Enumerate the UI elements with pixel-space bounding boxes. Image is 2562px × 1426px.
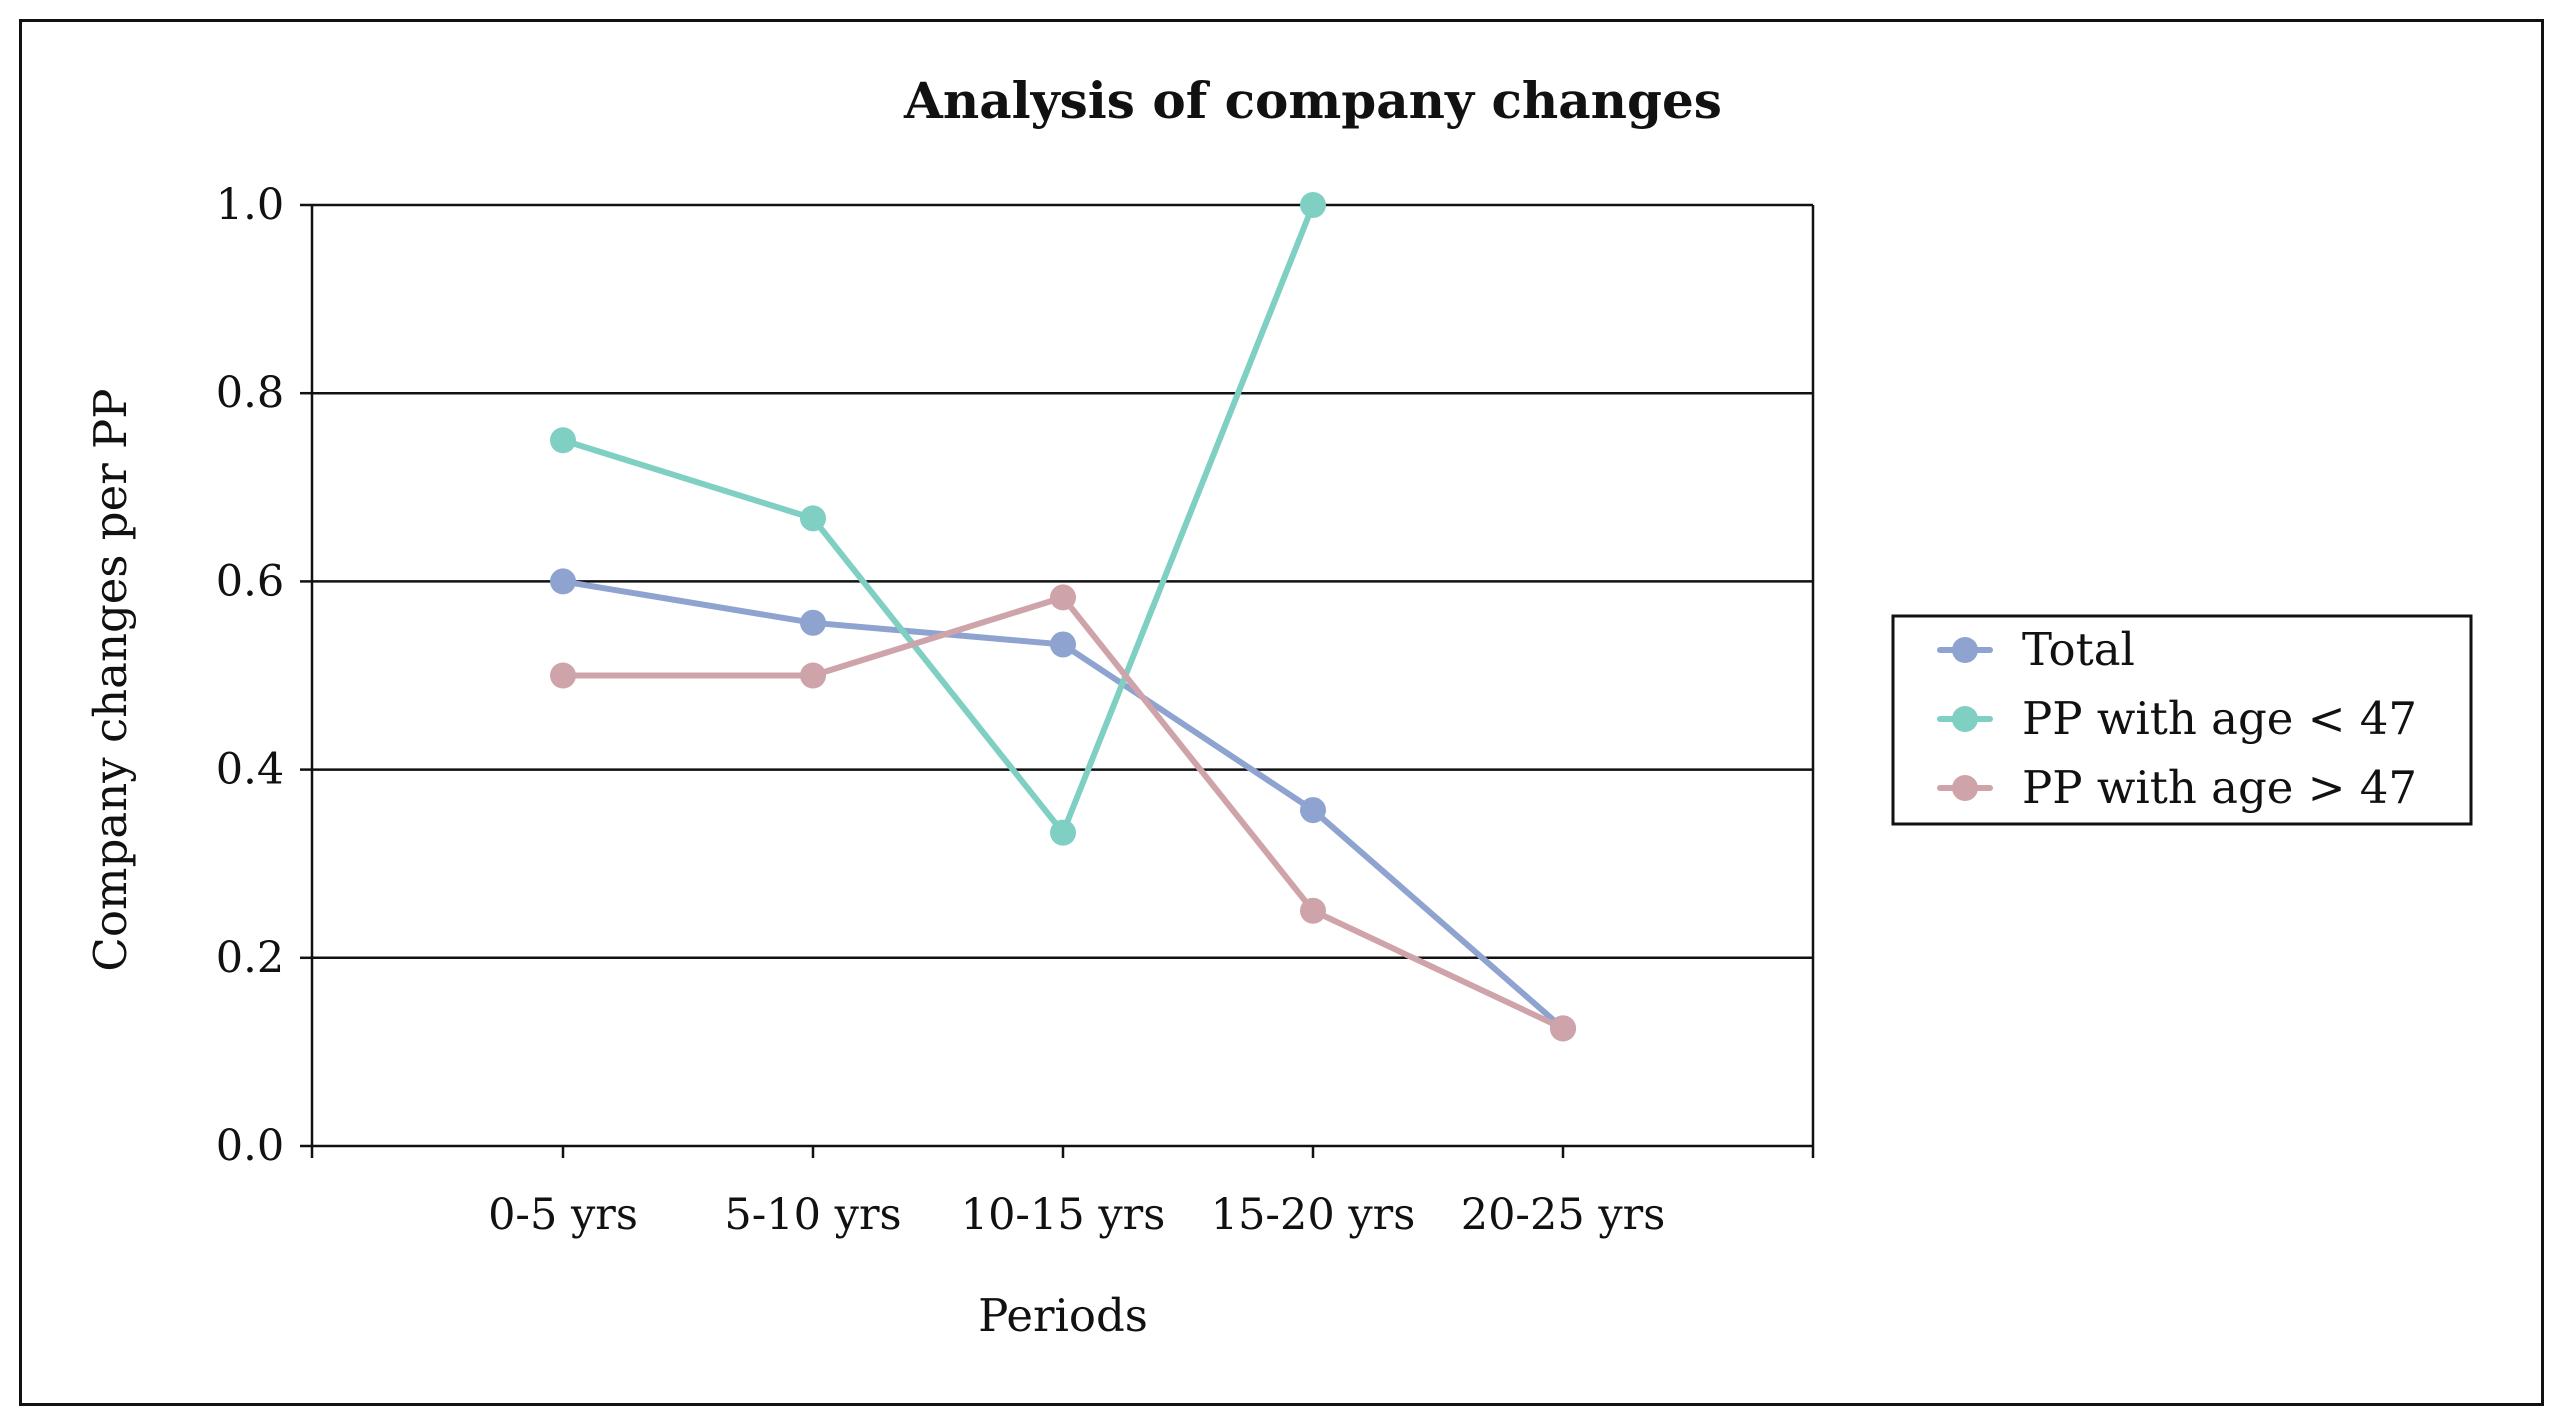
- data-point: [1300, 797, 1326, 824]
- data-point: [1050, 584, 1076, 611]
- data-point: [1050, 631, 1076, 658]
- legend-label-1: PP with age < 47: [2022, 692, 2417, 745]
- x-tick-label: 0-5 yrs: [488, 1190, 638, 1240]
- y-tick-label: 0.8: [216, 368, 284, 418]
- data-point: [1550, 1015, 1576, 1042]
- legend: Total PP with age < 47 PP with age > 47: [1891, 614, 2473, 826]
- data-point: [800, 662, 826, 689]
- series-lines: [560, 202, 1566, 1032]
- series-markers: [550, 192, 1576, 1042]
- legend-marker-2: [1952, 775, 1978, 801]
- y-tick-label: 0.2: [216, 933, 284, 983]
- y-tick-label: 0.6: [216, 556, 284, 606]
- y-tick-label: 0.4: [216, 745, 284, 795]
- y-tick-label: 0.0: [216, 1121, 284, 1171]
- data-point: [800, 505, 826, 532]
- series-line-2: [560, 594, 1566, 1032]
- legend-label-2: PP with age > 47: [2022, 761, 2417, 814]
- x-tick-label: 15-20 yrs: [1211, 1190, 1416, 1240]
- y-tick-label: 1.0: [216, 180, 284, 230]
- data-point: [550, 427, 576, 454]
- chart-title: Analysis of company changes: [903, 71, 1722, 130]
- series-line-1: [560, 202, 1316, 836]
- x-axis-label: Periods: [978, 1289, 1148, 1342]
- x-tick-label: 10-15 yrs: [961, 1190, 1166, 1240]
- x-tick-label: 5-10 yrs: [724, 1190, 901, 1240]
- x-tick-label: 20-25 yrs: [1461, 1190, 1666, 1240]
- data-point: [1300, 897, 1326, 924]
- data-point: [1300, 192, 1326, 218]
- axes: [300, 203, 1815, 1158]
- data-point: [550, 568, 576, 595]
- data-point: [800, 609, 826, 636]
- tick-labels: 0.0 0.2 0.4 0.6 0.8 1.0 0-5 yrs 5-10 yrs 10-15 y…: [216, 180, 1665, 1240]
- data-point: [1050, 819, 1076, 846]
- legend-marker-1: [1952, 706, 1978, 732]
- legend-marker-0: [1952, 637, 1978, 663]
- grid-lines: [312, 203, 1813, 1148]
- data-point: [550, 662, 576, 689]
- legend-label-0: Total: [2022, 623, 2135, 676]
- y-axis-label: Company changes per PP: [84, 388, 137, 971]
